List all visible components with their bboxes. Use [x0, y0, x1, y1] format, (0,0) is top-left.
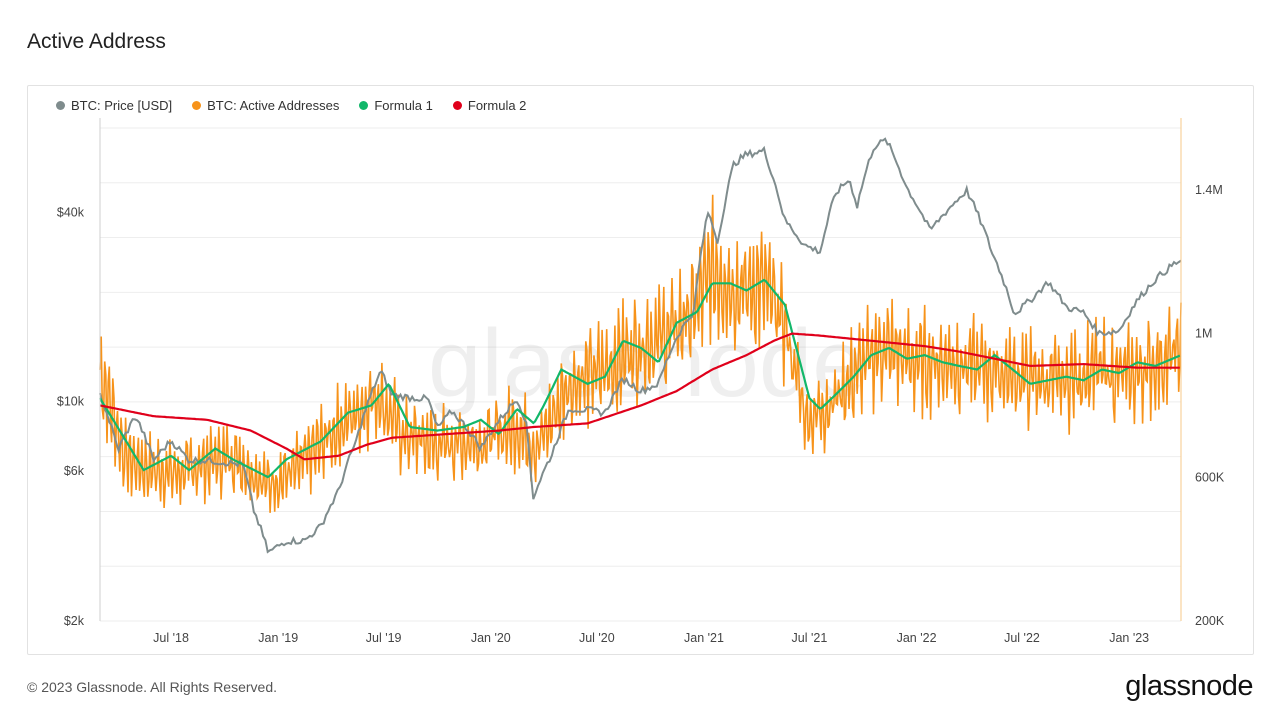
- x-tick-label: Jan '22: [897, 631, 937, 645]
- x-tick-label: Jul '19: [366, 631, 402, 645]
- legend-label-price: BTC: Price [USD]: [71, 98, 173, 113]
- legend-item-active-addresses[interactable]: BTC: Active Addresses: [192, 98, 339, 113]
- x-tick-label: Jan '21: [684, 631, 724, 645]
- series-price-line: [99, 137, 1182, 554]
- y-left-tick-label: $40k: [57, 206, 85, 220]
- x-tick-label: Jul '18: [153, 631, 189, 645]
- y-left-tick-label: $6k: [64, 464, 85, 478]
- legend-label-formula-1: Formula 1: [374, 98, 433, 113]
- legend-label-formula-2: Formula 2: [467, 98, 527, 113]
- chart-frame: BTC: Price [USD] BTC: Active Addresses F…: [27, 85, 1254, 655]
- series-active-addresses-line: [99, 194, 1182, 513]
- legend-dot-formula2-icon: [452, 101, 462, 110]
- page-title: Active Address: [27, 30, 166, 53]
- brand-logo[interactable]: glassnode: [1125, 670, 1253, 702]
- y-right-tick-label: 1.4M: [1195, 183, 1223, 197]
- legend-label-active-addresses: BTC: Active Addresses: [207, 98, 340, 113]
- legend-dot-price-icon: [56, 101, 65, 110]
- legend-dot-active-icon: [192, 101, 202, 110]
- y-right-tick-label: 200K: [1195, 614, 1225, 628]
- y-right-tick-label: 1M: [1195, 327, 1212, 341]
- legend: BTC: Price [USD] BTC: Active Addresses F…: [56, 98, 526, 113]
- x-tick-label: Jan '20: [471, 631, 511, 645]
- series-formula-2-line: [99, 332, 1180, 461]
- y-left-tick-label: $2k: [64, 614, 85, 628]
- copyright: © 2023 Glassnode. All Rights Reserved.: [27, 679, 278, 695]
- chart-svg[interactable]: glassnode $2k$6k$10k$40k200K600K1M1.4MJu…: [28, 86, 1253, 654]
- x-tick-label: Jul '20: [579, 631, 615, 645]
- y-right-tick-label: 600K: [1195, 470, 1225, 484]
- legend-item-formula-2[interactable]: Formula 2: [452, 98, 527, 113]
- legend-dot-formula1-icon: [359, 101, 369, 110]
- legend-item-formula-1[interactable]: Formula 1: [359, 98, 433, 113]
- x-tick-label: Jan '19: [258, 631, 298, 645]
- series-layer: [99, 137, 1182, 554]
- x-tick-label: Jul '21: [792, 631, 828, 645]
- x-tick-label: Jan '23: [1109, 631, 1149, 645]
- legend-item-price[interactable]: BTC: Price [USD]: [56, 98, 172, 113]
- x-tick-label: Jul '22: [1004, 631, 1040, 645]
- axes: $2k $6k $10k $40k 200K 600K 1M 1.4M Jul '18 Jan '…: [57, 118, 1225, 645]
- y-left-tick-label: $10k: [57, 395, 85, 409]
